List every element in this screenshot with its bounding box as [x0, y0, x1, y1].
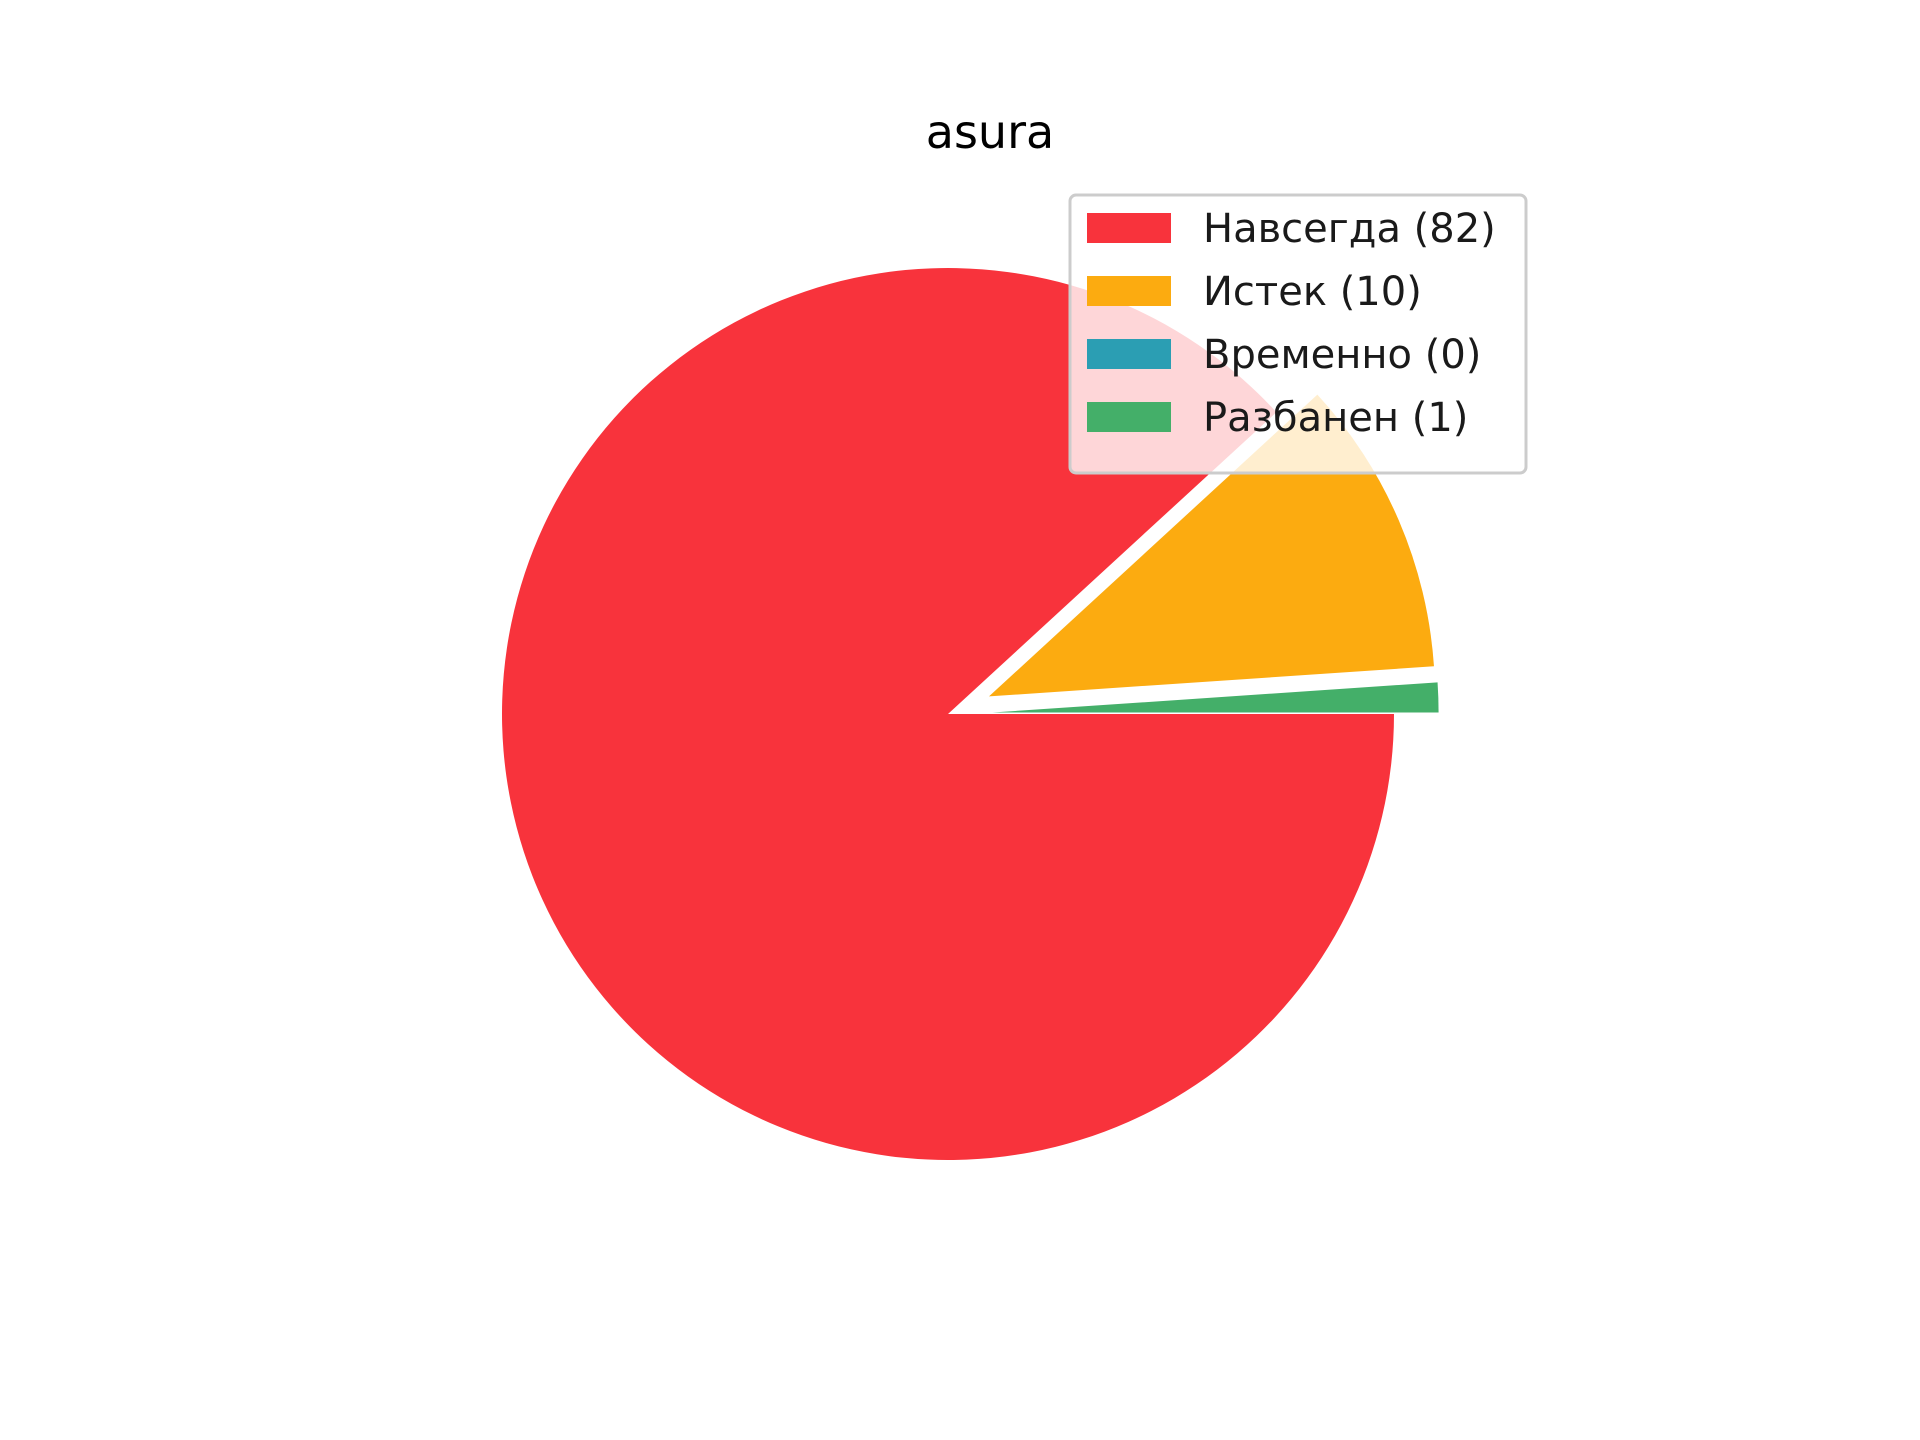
legend: Навсегда (82) Истек (10) Временно (0) Разба… [1068, 193, 1528, 475]
pie-slice-разбанен [992, 682, 1439, 713]
legend-swatch-истек [1087, 276, 1171, 306]
legend-swatch-разбанен [1087, 402, 1171, 432]
legend-swatch-навсегда [1087, 213, 1171, 243]
chart-title: asura [926, 105, 1054, 159]
pie-slice-навсегда [501, 267, 1394, 1161]
legend-swatch-временно [1087, 339, 1171, 369]
legend-label-временно: Временно (0) [1203, 332, 1481, 378]
legend-label-истек: Истек (10) [1203, 269, 1422, 315]
legend-label-навсегда: Навсегда (82) [1203, 206, 1496, 252]
legend-box [1068, 193, 1528, 475]
legend-label-разбанен: Разбанен (1) [1203, 395, 1468, 441]
